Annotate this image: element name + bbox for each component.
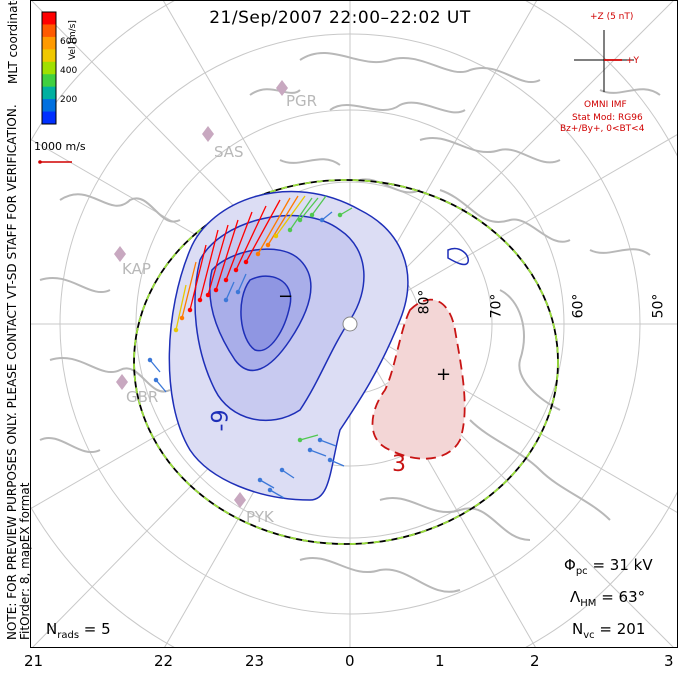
colorbar-segment [42, 49, 56, 63]
mlt-label: 22 [154, 652, 174, 670]
negative-potential-cell [168, 190, 469, 501]
map-frame [30, 0, 678, 648]
colorbar-segment [42, 99, 56, 113]
preview-note-line: FitOrder: 8, mapEX format [18, 482, 32, 640]
hm-boundary-dash [133, 179, 559, 545]
station-label: GBR [126, 388, 159, 406]
imf-source: OMNI IMF [584, 100, 627, 110]
latitude-label: 70° [488, 293, 505, 319]
imf-z-label: +Z (5 nT) [590, 12, 634, 22]
nvc-value: 201 [616, 620, 646, 638]
mlt-label: 21 [24, 652, 44, 670]
colorbar-segment [42, 36, 56, 50]
colorbar-segment [42, 111, 56, 125]
colorbar-segment [42, 24, 56, 38]
contour-label: -9 [208, 409, 234, 432]
colorbar-tick: 400 [60, 66, 78, 76]
imf-condition: Bz+/By+, 0<BT<4 [560, 124, 645, 134]
cross-polar-cap-potential: Φpc = 31 kV [564, 556, 653, 577]
colorbar-segment [42, 12, 56, 25]
pole-marker [342, 316, 358, 332]
hm-latitude: ΛHM = 63° [570, 588, 646, 609]
preview-note: NOTE: FOR PREVIEW PURPOSES ONLY. PLEASE … [5, 104, 32, 640]
mlt-label: 1 [435, 652, 445, 670]
colorbar-segment [42, 74, 56, 88]
mlt-label: 3 [664, 652, 674, 670]
imf-clock [574, 30, 634, 92]
imf-model: Stat Mod: RG96 [572, 113, 643, 123]
station-label: PYK [246, 508, 274, 526]
vector-count: Nvc = 201 [572, 620, 646, 641]
scale-vector-origin [38, 160, 42, 164]
station-label: PGR [286, 92, 318, 110]
mlt-label: 2 [530, 652, 540, 670]
latitude-label: 50° [650, 293, 667, 319]
latitude-label: 60° [570, 293, 587, 319]
mlt-label: 23 [245, 652, 265, 670]
colorbar-segment [42, 61, 56, 75]
coordinate-system-label: MLT coordinates [6, 0, 20, 84]
velocity-colorbar [41, 11, 57, 125]
nrads-value: 5 [101, 620, 111, 638]
page-title: 21/Sep/2007 22:00–22:02 UT [209, 8, 471, 28]
velocity-vectors [147, 195, 353, 499]
station-label: KAP [122, 260, 151, 278]
phi-pc-value: 31 kV [609, 556, 653, 574]
colorbar-tick: 600 [60, 37, 78, 47]
radar-count: Nrads = 5 [46, 620, 111, 641]
station-label: SAS [214, 143, 244, 161]
colorbar-tick: 200 [60, 95, 78, 105]
imf-y-label: +Y [626, 56, 640, 66]
hm-latitude-value: 63° [618, 588, 646, 606]
positive-potential-cell [371, 298, 466, 460]
potential-min-marker: − [278, 286, 294, 307]
scale-vector-label: 1000 m/s [34, 140, 86, 153]
contour-label: 3 [392, 452, 406, 477]
radar-markers [114, 80, 288, 508]
latitude-label: 80° [416, 289, 433, 315]
colorbar-segment [42, 86, 56, 100]
coastlines [39, 51, 661, 593]
potential-max-marker: + [436, 364, 452, 385]
mlt-label: 0 [345, 652, 355, 670]
colorbar-border [41, 11, 57, 125]
